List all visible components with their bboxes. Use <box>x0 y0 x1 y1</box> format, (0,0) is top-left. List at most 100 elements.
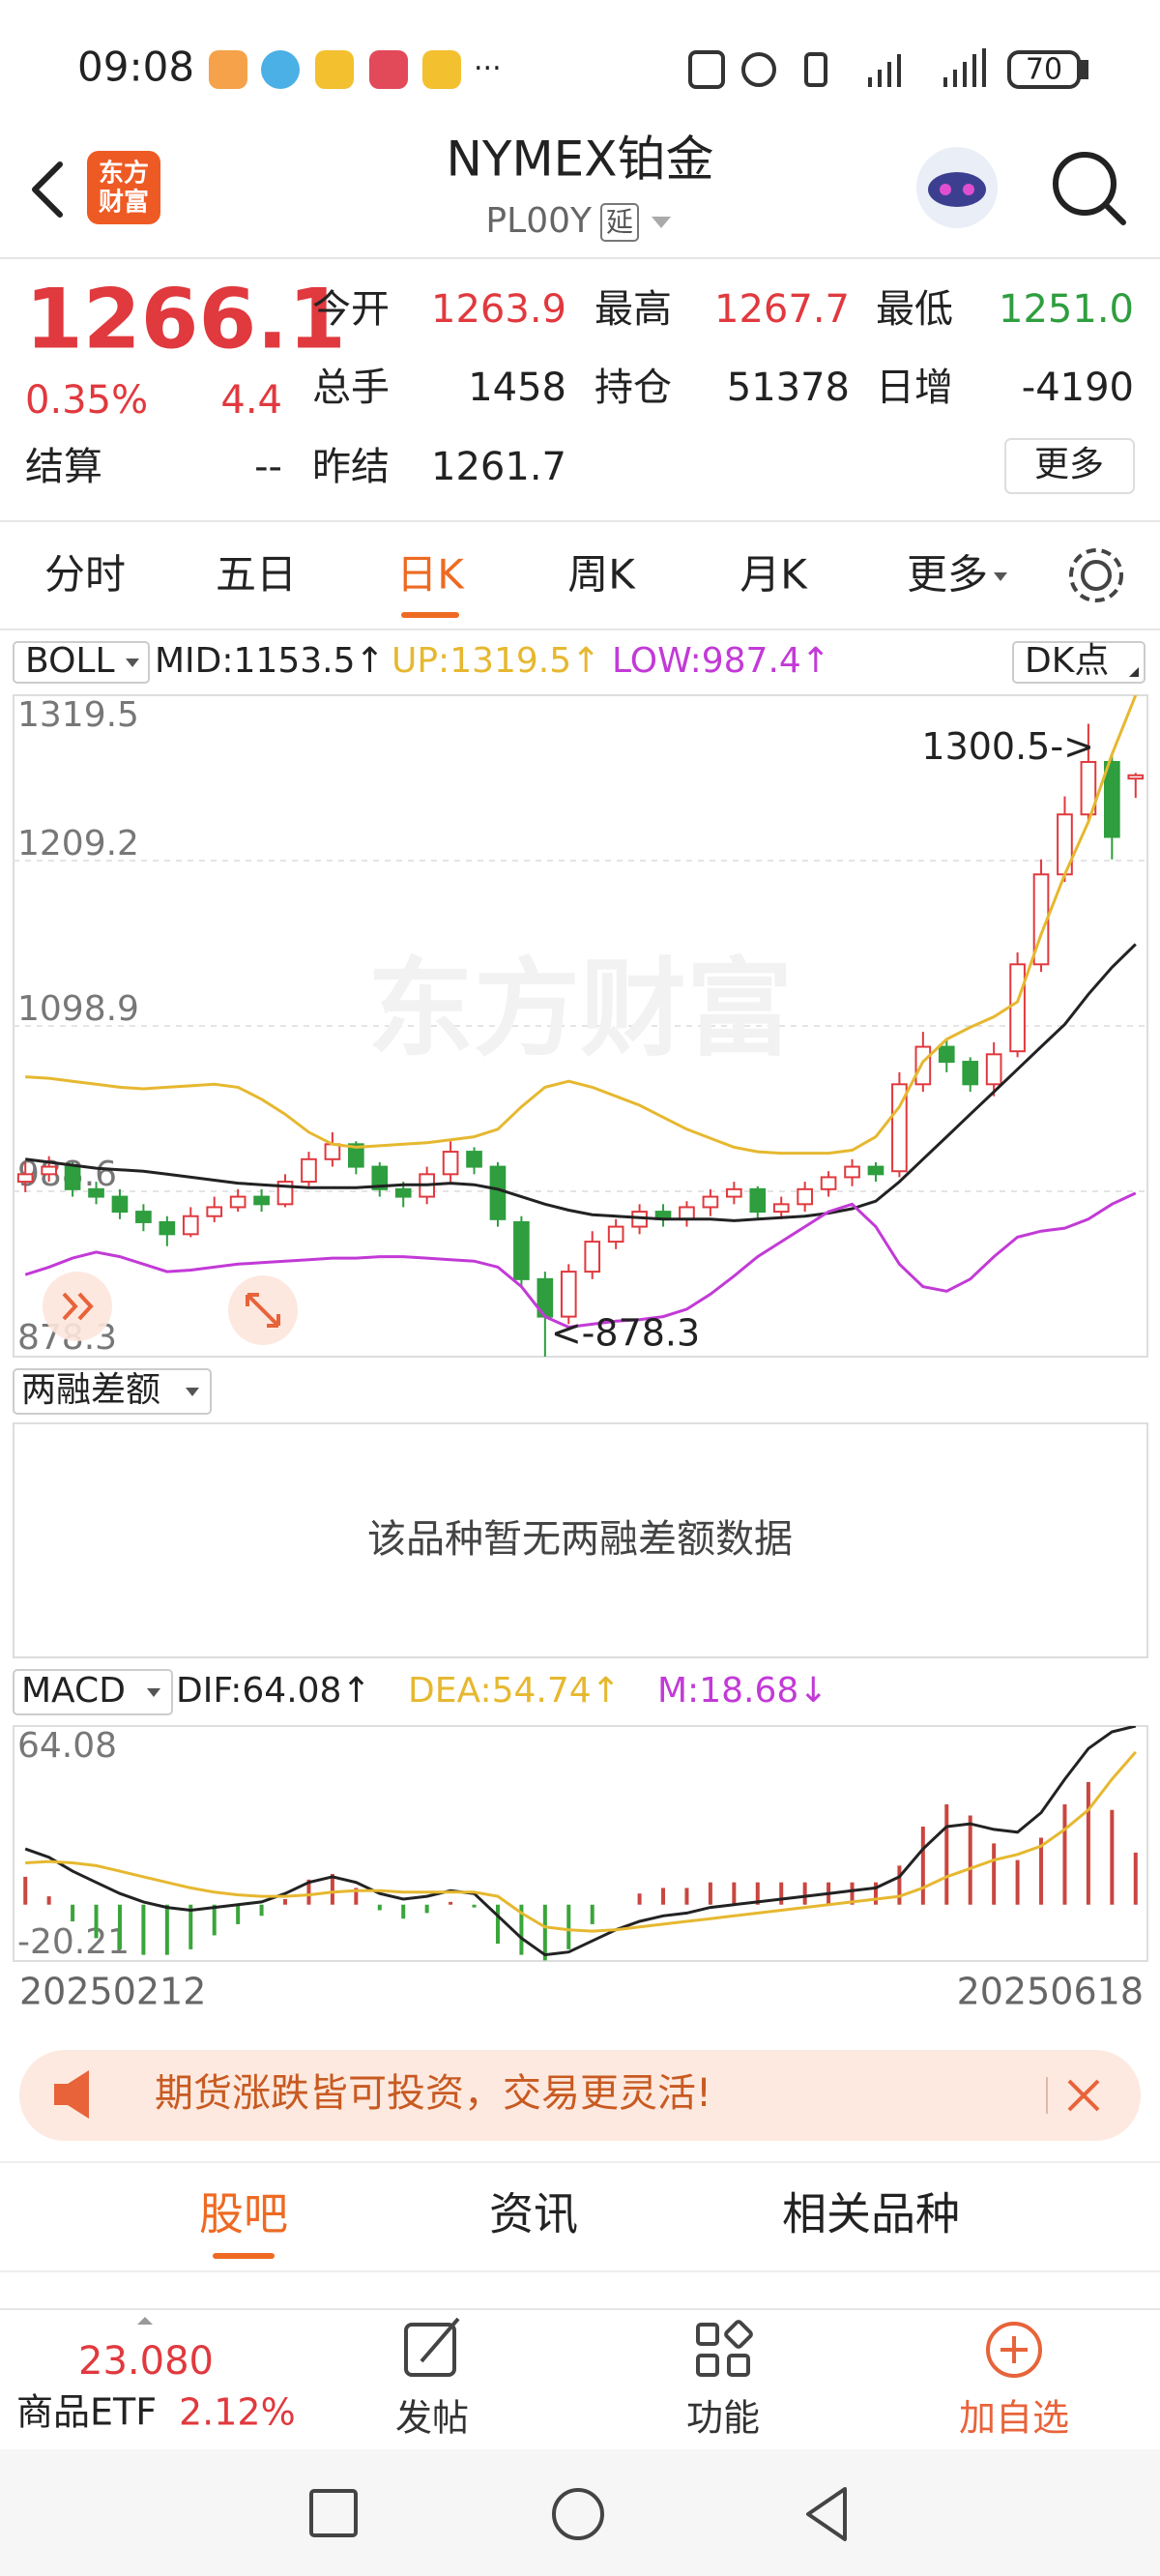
candle-body <box>513 1220 530 1280</box>
indicator-selector[interactable] <box>13 1669 173 1715</box>
etf-name[interactable]: 商品ETF <box>16 2391 157 2434</box>
post-icon[interactable] <box>404 2317 460 2377</box>
section-tab[interactable]: 相关品种 <box>782 2188 960 2240</box>
field-label: 日增 <box>876 366 953 410</box>
chart-tab[interactable]: 分时 <box>44 551 126 599</box>
watermark: 东方财富 <box>367 947 793 1070</box>
candle-body <box>182 1215 199 1236</box>
chart-tab[interactable]: 五日 <box>216 551 297 599</box>
chart-tab[interactable]: 更多 <box>907 551 988 599</box>
logo-text: 东方 <box>99 159 149 189</box>
chart-float-buttons[interactable] <box>43 1272 298 1345</box>
dropdown-arrow <box>994 572 1007 581</box>
y-tick-label: 1319.5 <box>17 695 139 735</box>
nav-back[interactable] <box>806 2487 847 2541</box>
promo-banner[interactable] <box>19 2050 1141 2141</box>
series-line <box>25 695 1138 1156</box>
field-label: 最高 <box>594 287 672 332</box>
dropdown-arrow <box>186 1388 199 1396</box>
candle-body <box>489 1165 507 1220</box>
candle-body <box>797 1187 813 1206</box>
candle-body <box>726 1187 742 1198</box>
legend-item: UP:1319.5↑ <box>392 641 600 681</box>
banner-close[interactable] <box>1067 2079 1100 2112</box>
legend-item: LOW:987.4↑ <box>612 641 830 681</box>
etf-price[interactable]: 23.080 <box>78 2339 214 2384</box>
candle-body <box>324 1143 341 1160</box>
low-annotation: <-878.3 <box>551 1312 700 1355</box>
y-tick-label: 64.08 <box>17 1726 117 1766</box>
status-system-icons <box>688 48 1088 89</box>
section-tab[interactable]: 股吧 <box>199 2188 288 2240</box>
nav-home[interactable] <box>552 2488 604 2540</box>
status-time: 09:08 <box>77 44 194 91</box>
field-label: 昨结 <box>312 445 390 489</box>
section-tab[interactable]: 资讯 <box>489 2188 578 2240</box>
candle-body <box>159 1220 176 1236</box>
assistant-avatar[interactable] <box>916 147 998 228</box>
more-button[interactable] <box>1004 438 1135 494</box>
candle-body <box>938 1045 955 1064</box>
dk-button[interactable] <box>1012 641 1146 684</box>
candle-body <box>844 1165 860 1179</box>
dk-button-label: DK点 <box>1025 641 1109 681</box>
last-price: 1266.1 <box>25 271 346 367</box>
field-label: 今开 <box>312 287 390 332</box>
more-button-label: 更多 <box>1034 445 1104 484</box>
function-icon[interactable] <box>696 2320 753 2377</box>
back-button[interactable] <box>32 161 63 218</box>
candle-body <box>253 1195 270 1206</box>
field-value: 1267.7 <box>714 287 850 332</box>
etf-change[interactable]: 2.12% <box>179 2391 296 2434</box>
margin-selector[interactable] <box>13 1368 212 1415</box>
candle-body <box>442 1151 459 1176</box>
chart-tab[interactable]: 周K <box>567 551 636 599</box>
empty-message: 该品种暂无两融差额数据 <box>367 1517 793 1562</box>
series-line <box>24 1191 1137 1330</box>
code-dropdown[interactable] <box>652 217 671 228</box>
candle-body <box>914 1045 932 1086</box>
corner-mark <box>1129 667 1139 677</box>
margin-selector-label: 两融差额 <box>21 1370 160 1410</box>
delay-badge: 延 <box>606 206 633 238</box>
legend-item: DEA:54.74↑ <box>408 1671 621 1711</box>
high-annotation: 1300.5-> <box>921 725 1094 768</box>
dropdown-arrow <box>147 1688 160 1697</box>
chart-tab[interactable]: 月K <box>740 551 808 599</box>
tab-underline <box>401 612 459 618</box>
candle-body <box>679 1206 695 1220</box>
candle-body <box>111 1195 129 1214</box>
candle-body <box>16 1173 34 1184</box>
action-label[interactable]: 发帖 <box>395 2397 469 2440</box>
candle-body <box>867 1165 884 1176</box>
candle-body <box>820 1176 837 1190</box>
candle-body <box>135 1211 152 1223</box>
action-label[interactable]: 加自选 <box>959 2397 1069 2440</box>
candle-body <box>206 1206 223 1217</box>
candle-body <box>301 1157 317 1184</box>
legend-item: M:18.68↓ <box>657 1671 827 1711</box>
battery-level: 70 <box>1026 53 1062 87</box>
candle-body <box>64 1165 81 1190</box>
svg-text:···: ··· <box>474 52 502 86</box>
field-label: 总手 <box>312 366 390 410</box>
add-watch-icon[interactable] <box>986 2322 1042 2378</box>
indicator-selector[interactable] <box>13 641 150 684</box>
logo-text: 财富 <box>99 188 149 218</box>
field-value: 1458 <box>468 366 566 410</box>
y-tick-label: 1098.9 <box>17 989 139 1029</box>
tab-underline <box>213 2253 275 2259</box>
candle-body <box>702 1195 719 1209</box>
chart-tab[interactable]: 日K <box>396 551 465 599</box>
search-button[interactable] <box>1053 152 1126 225</box>
action-label[interactable]: 功能 <box>686 2397 760 2440</box>
candle-body <box>394 1187 412 1198</box>
indicator-name: MACD <box>21 1671 126 1711</box>
margin-panel <box>13 1422 1148 1658</box>
expand-arrow[interactable] <box>137 2317 153 2325</box>
settings-button[interactable] <box>1069 548 1123 602</box>
nav-recents[interactable] <box>309 2489 358 2537</box>
candle-body <box>607 1225 624 1244</box>
candle-body <box>749 1187 767 1214</box>
